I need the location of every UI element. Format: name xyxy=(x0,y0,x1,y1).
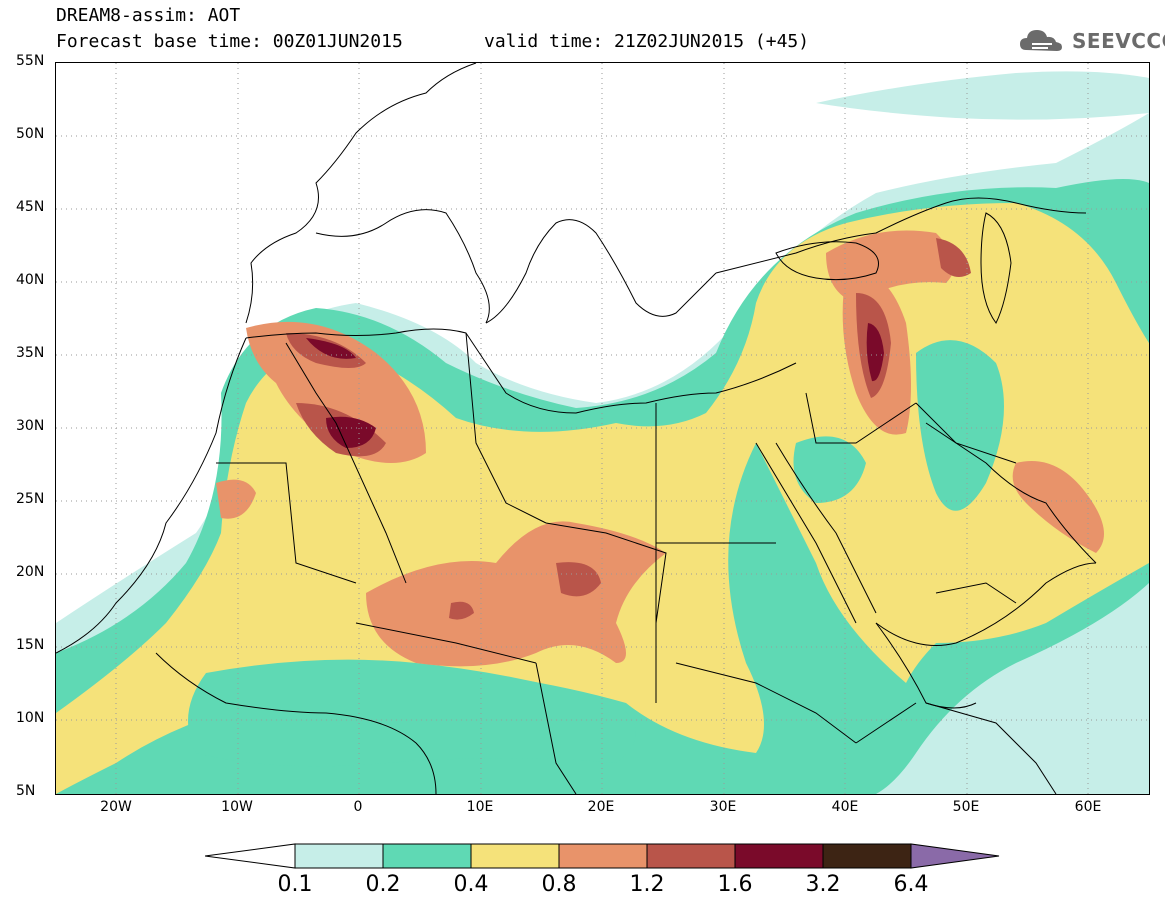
lat-label: 30N xyxy=(16,418,45,434)
colorbar-segment xyxy=(910,843,1000,869)
colorbar-segment xyxy=(470,843,560,869)
colorbar-segment xyxy=(205,843,296,869)
lon-label: 60E xyxy=(1074,799,1102,815)
lat-label: 10N xyxy=(16,710,45,726)
colorbar-segment xyxy=(734,843,824,869)
colorbar-segment xyxy=(558,843,648,869)
lon-label: 50E xyxy=(952,799,980,815)
lon-label: 20W xyxy=(100,799,132,815)
colorbar-segment xyxy=(646,843,736,869)
lat-label: 25N xyxy=(16,491,45,507)
colorbar-label: 3.2 xyxy=(805,872,841,897)
lon-label: 20E xyxy=(587,799,615,815)
colorbar-label: 0.1 xyxy=(277,872,313,897)
cloud-icon xyxy=(1020,30,1062,51)
lon-label: 10E xyxy=(466,799,494,815)
grid-lines xyxy=(56,63,1149,794)
colorbar-segment xyxy=(822,843,912,869)
lon-label: 10W xyxy=(221,799,253,815)
lat-label: 55N xyxy=(16,53,45,69)
logo-text: SEEVCCC xyxy=(1072,29,1165,53)
lat-label: 50N xyxy=(16,126,45,142)
lon-label: 0 xyxy=(353,799,363,815)
lat-label: 35N xyxy=(16,345,45,361)
forecast-base-time: Forecast base time: 00Z01JUN2015 xyxy=(56,31,403,52)
colorbar-segment xyxy=(294,843,384,869)
colorbar xyxy=(205,843,1000,869)
lat-label: 20N xyxy=(16,564,45,580)
lat-label: 40N xyxy=(16,272,45,288)
colorbar-label: 1.2 xyxy=(629,872,665,897)
lon-label: 30E xyxy=(709,799,737,815)
lat-label: 5N xyxy=(16,783,36,799)
colorbar-segment xyxy=(382,843,472,869)
colorbar-label: 0.2 xyxy=(365,872,401,897)
colorbar-label: 0.8 xyxy=(541,872,577,897)
colorbar-label: 1.6 xyxy=(717,872,753,897)
lat-label: 45N xyxy=(16,199,45,215)
aot-field xyxy=(56,63,1149,794)
valid-time: valid time: 21Z02JUN2015 (+45) xyxy=(484,31,810,52)
map-title: DREAM8-assim: AOT xyxy=(56,5,241,26)
aot-map xyxy=(55,62,1150,795)
colorbar-label: 0.4 xyxy=(453,872,489,897)
lon-label: 40E xyxy=(831,799,859,815)
coastlines xyxy=(56,63,1097,794)
lat-label: 15N xyxy=(16,637,45,653)
colorbar-label: 6.4 xyxy=(893,872,929,897)
